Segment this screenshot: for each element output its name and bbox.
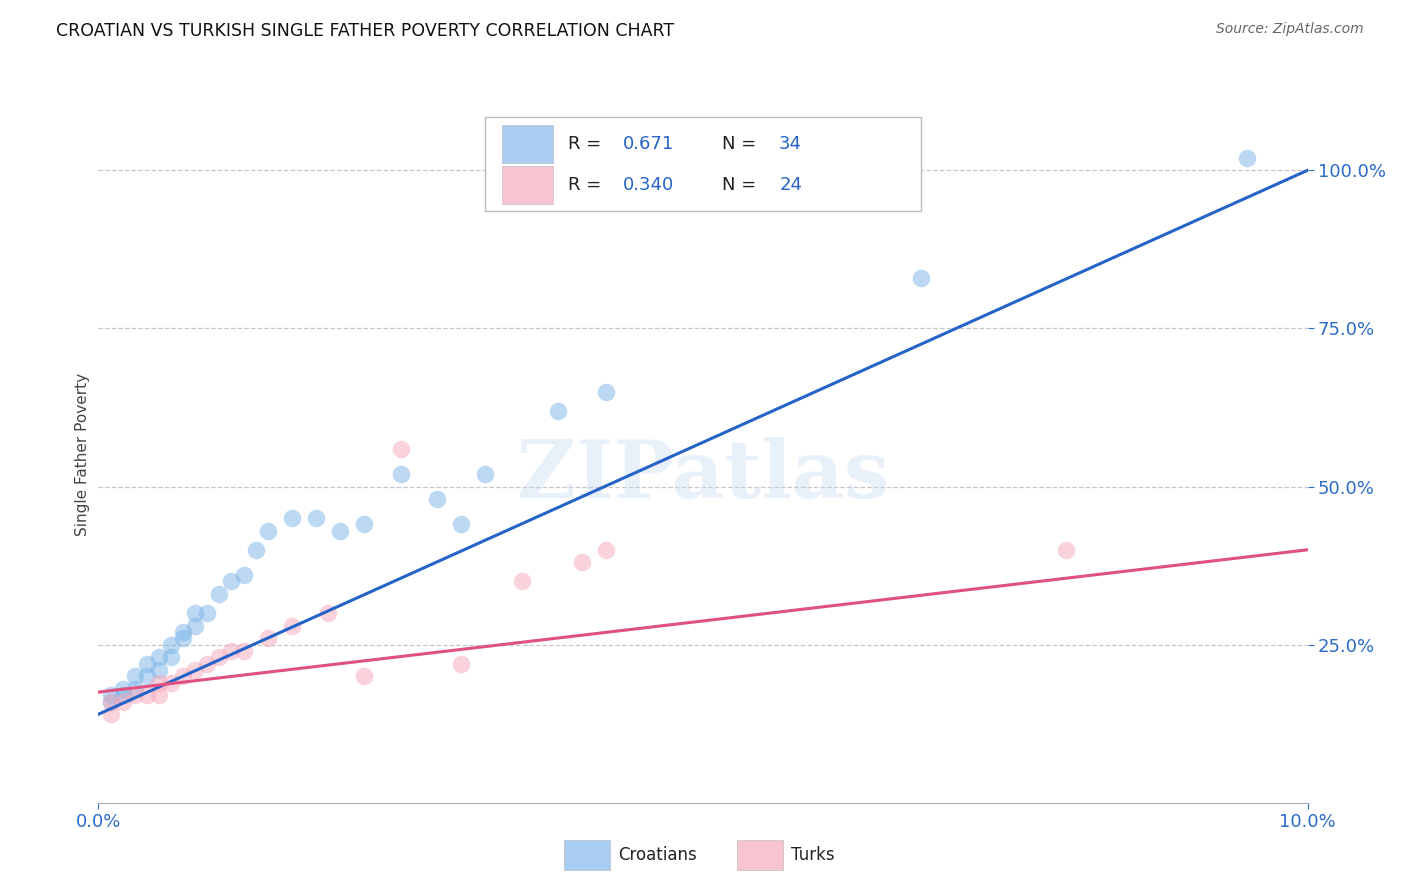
Point — [910, 270, 932, 285]
Point — [245, 542, 267, 557]
Point — [148, 688, 170, 702]
Point — [305, 511, 328, 525]
Point — [124, 681, 146, 696]
Text: 34: 34 — [779, 135, 803, 153]
Text: N =: N = — [723, 135, 762, 153]
Point — [389, 442, 412, 456]
Point — [111, 681, 134, 696]
Point — [329, 524, 352, 538]
Text: Turks: Turks — [792, 846, 835, 864]
Point — [316, 606, 339, 620]
Point — [135, 669, 157, 683]
FancyBboxPatch shape — [502, 125, 553, 163]
Text: ZIPatlas: ZIPatlas — [517, 437, 889, 515]
Point — [281, 511, 304, 525]
Text: Croatians: Croatians — [619, 846, 697, 864]
Point — [148, 650, 170, 665]
Point — [389, 467, 412, 481]
Point — [221, 574, 243, 589]
Point — [474, 467, 496, 481]
Text: R =: R = — [568, 176, 606, 194]
Point — [571, 556, 593, 570]
Point — [111, 695, 134, 709]
Point — [450, 657, 472, 671]
Text: Source: ZipAtlas.com: Source: ZipAtlas.com — [1216, 22, 1364, 37]
Text: 24: 24 — [779, 176, 803, 194]
Point — [148, 663, 170, 677]
Point — [232, 644, 254, 658]
FancyBboxPatch shape — [485, 118, 921, 211]
Point — [135, 657, 157, 671]
Point — [100, 695, 122, 709]
Text: 0.671: 0.671 — [623, 135, 675, 153]
Point — [195, 606, 218, 620]
Point — [450, 517, 472, 532]
Point — [256, 632, 278, 646]
FancyBboxPatch shape — [564, 839, 610, 871]
Point — [256, 524, 278, 538]
Point — [184, 663, 207, 677]
Point — [172, 625, 194, 640]
Point — [1236, 151, 1258, 165]
Point — [595, 384, 617, 399]
Point — [595, 542, 617, 557]
Text: R =: R = — [568, 135, 606, 153]
Point — [184, 606, 207, 620]
Point — [100, 707, 122, 722]
Point — [160, 675, 183, 690]
Point — [148, 675, 170, 690]
Text: CROATIAN VS TURKISH SINGLE FATHER POVERTY CORRELATION CHART: CROATIAN VS TURKISH SINGLE FATHER POVERT… — [56, 22, 675, 40]
Point — [172, 669, 194, 683]
FancyBboxPatch shape — [737, 839, 783, 871]
Point — [111, 688, 134, 702]
Point — [221, 644, 243, 658]
Point — [426, 492, 449, 507]
Point — [353, 517, 375, 532]
Point — [124, 688, 146, 702]
Point — [195, 657, 218, 671]
Point — [100, 688, 122, 702]
FancyBboxPatch shape — [502, 166, 553, 204]
Point — [208, 587, 231, 601]
Point — [160, 650, 183, 665]
Text: 0.340: 0.340 — [623, 176, 675, 194]
Point — [184, 618, 207, 632]
Point — [1054, 542, 1077, 557]
Point — [208, 650, 231, 665]
Text: N =: N = — [723, 176, 762, 194]
Point — [172, 632, 194, 646]
Point — [160, 638, 183, 652]
Point — [100, 695, 122, 709]
Point — [547, 403, 569, 417]
Point — [124, 669, 146, 683]
Point — [353, 669, 375, 683]
Point — [510, 574, 533, 589]
Point — [135, 688, 157, 702]
Point — [281, 618, 304, 632]
Y-axis label: Single Father Poverty: Single Father Poverty — [75, 374, 90, 536]
Point — [232, 568, 254, 582]
